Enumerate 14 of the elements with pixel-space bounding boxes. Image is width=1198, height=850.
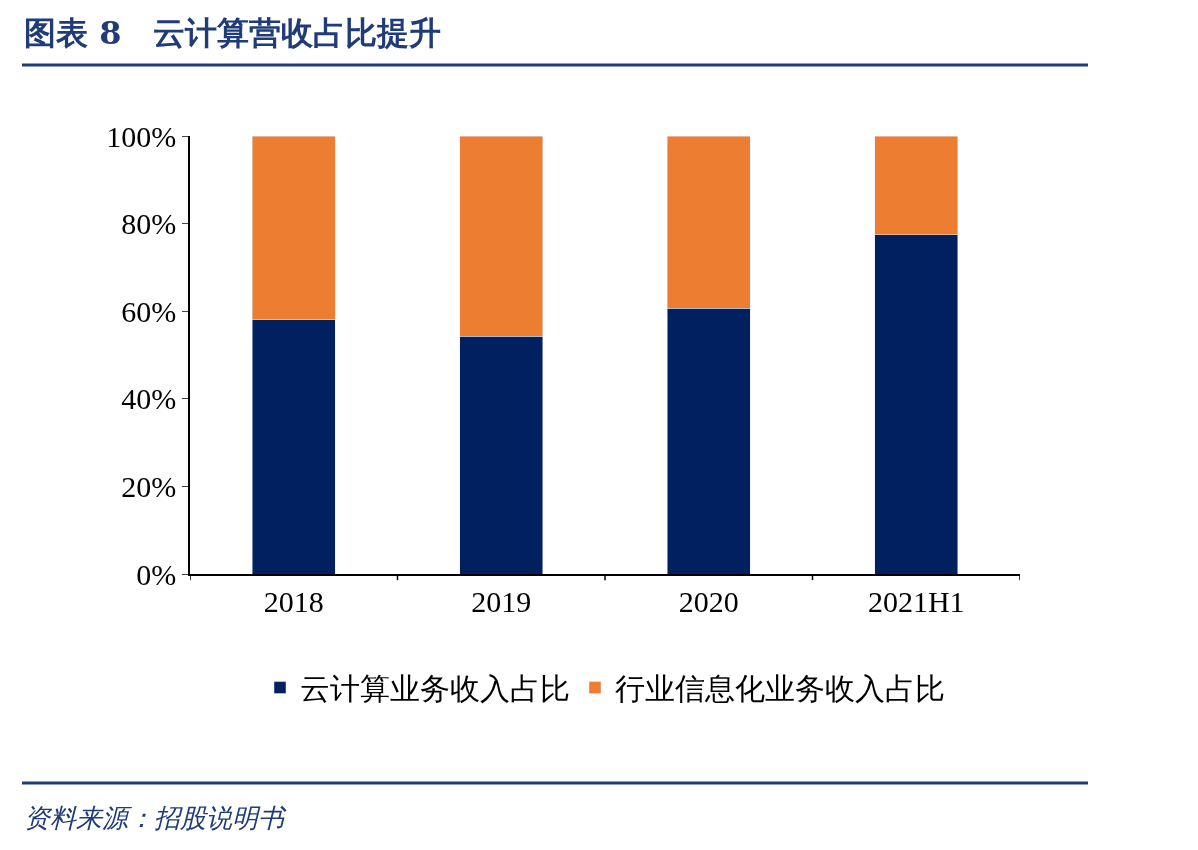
x-tick-label: 2021H1	[867, 584, 965, 618]
y-tick-label: 0%	[136, 557, 177, 591]
y-tick-label: 60%	[121, 294, 177, 328]
y-tick-label: 80%	[121, 207, 177, 241]
y-tick-label: 20%	[121, 469, 177, 503]
y-tick-label: 100%	[106, 119, 177, 153]
x-tick-label: 2018	[263, 584, 324, 618]
x-tick-label: 2020	[678, 584, 739, 618]
chart-title: 图表 8 云计算营收占比提升	[24, 14, 442, 52]
legend-label: 行业信息化业务收入占比	[615, 671, 945, 707]
x-tick-label: 2019	[471, 584, 532, 618]
legend-label: 云计算业务收入占比	[300, 671, 570, 707]
y-tick-label: 40%	[121, 382, 177, 416]
text: 资料来源：招股说明书	[24, 803, 287, 833]
